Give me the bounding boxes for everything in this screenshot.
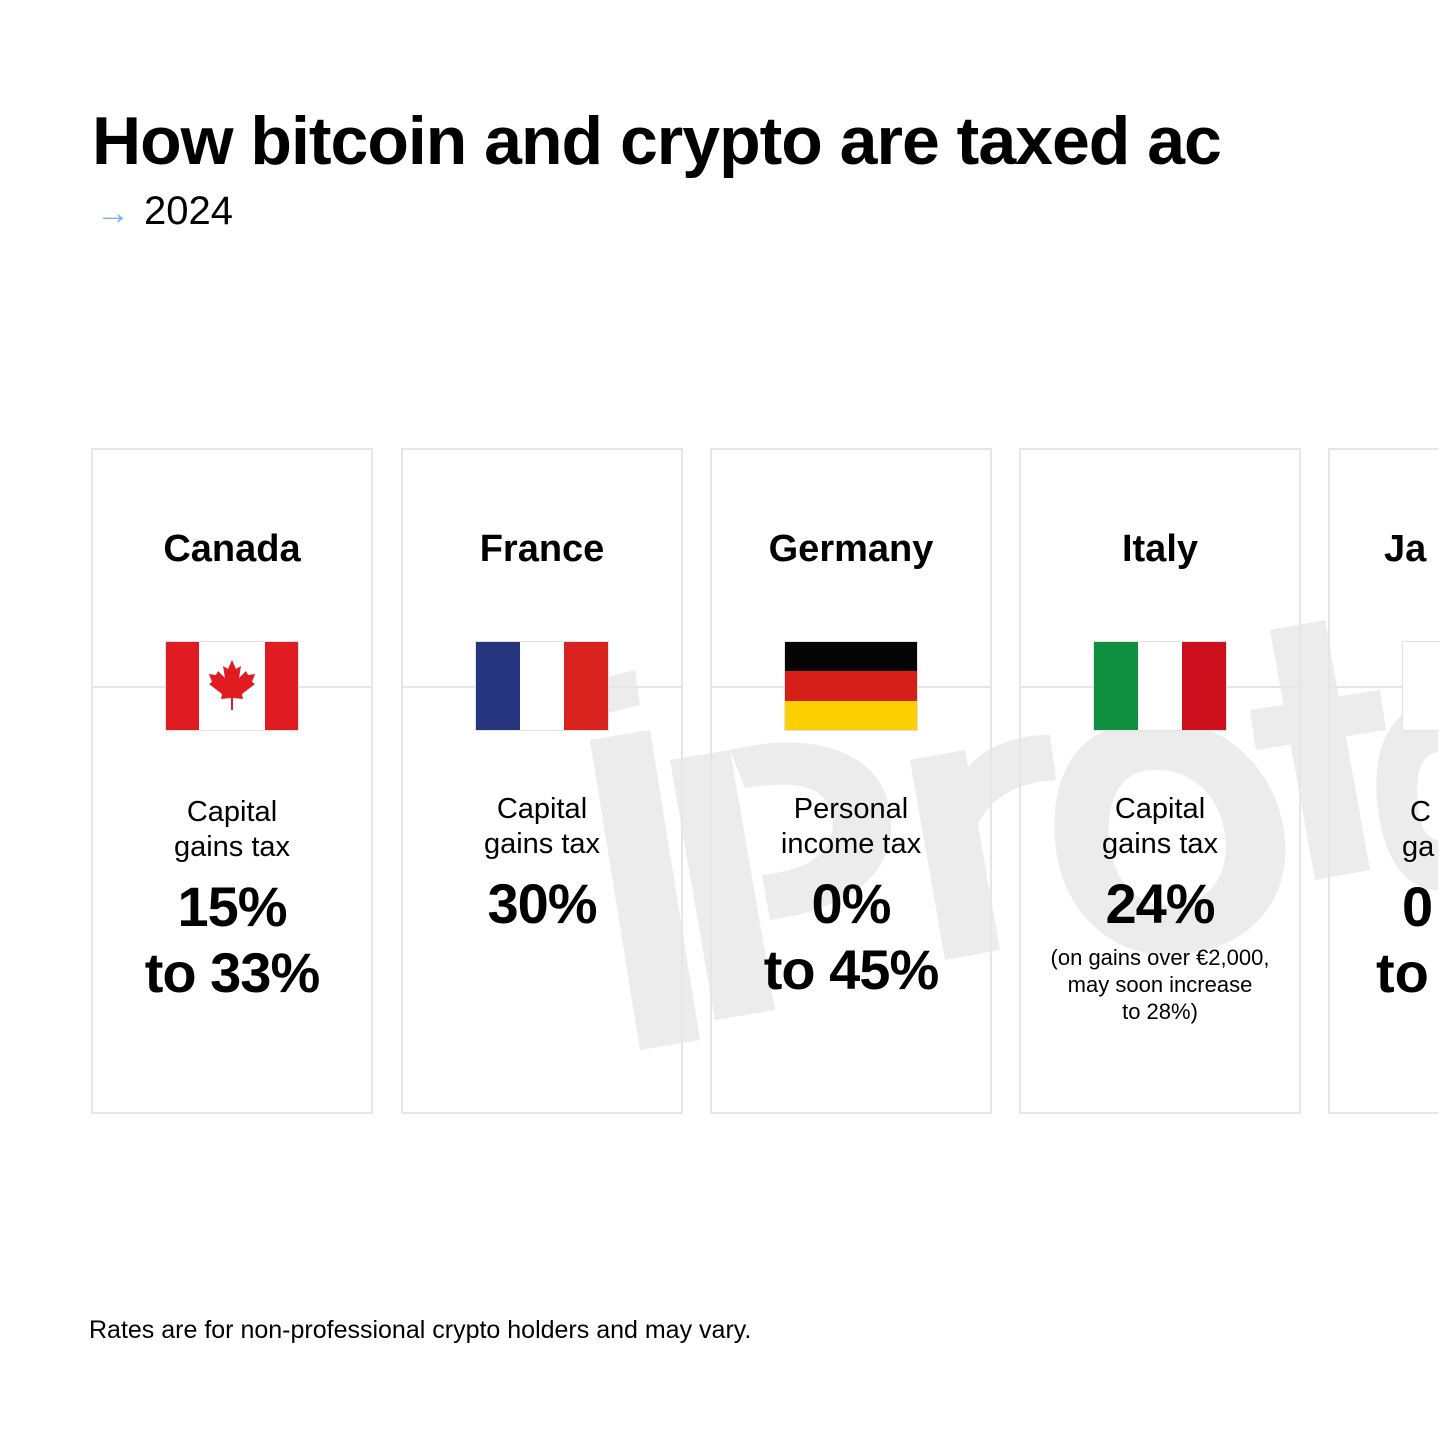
- country-name: Germany: [768, 528, 934, 570]
- country-card-canada: Canada Capital gains tax 15% to 33%: [91, 448, 373, 1114]
- rate-line: 24%: [1105, 872, 1215, 935]
- flag: [1402, 641, 1439, 731]
- year: 2024: [144, 189, 233, 233]
- country-card-partial: Ja C ga 0 to: [1328, 448, 1439, 1114]
- tax-type-line: gains tax: [173, 831, 291, 863]
- tax-type: Personal income tax: [712, 792, 990, 862]
- france-flag: [475, 641, 609, 731]
- tax-rate: 0% to 45%: [712, 871, 990, 1003]
- canada-flag: [165, 641, 299, 731]
- watermark-logo: [590, 620, 1438, 1050]
- subtitle: → 2024: [96, 186, 1438, 238]
- italy-flag: [1093, 641, 1227, 731]
- country-name: France: [479, 528, 605, 570]
- tax-type-line: gains tax: [1101, 828, 1219, 860]
- note-line: may soon increase: [1067, 972, 1253, 997]
- tax-type: Capital gains tax: [403, 792, 681, 862]
- rate-line: 15%: [177, 875, 287, 938]
- germany-flag: [784, 641, 918, 731]
- note-line: (on gains over €2,000,: [1050, 945, 1270, 970]
- tax-type-line: income tax: [780, 828, 922, 860]
- note-line: to 28%): [1122, 999, 1198, 1024]
- rate-note: (on gains over €2,000, may soon increase t…: [1021, 944, 1299, 1025]
- header: How bitcoin and crypto are taxed ac → 202…: [92, 100, 1438, 238]
- footnote: Rates are for non-professional crypto ho…: [89, 1316, 752, 1344]
- tax-rate: 15% to 33%: [93, 874, 371, 1006]
- tax-rate: 30%: [403, 871, 681, 937]
- tax-type-line: Capital: [1114, 793, 1206, 825]
- country-name: Italy: [1121, 528, 1199, 570]
- tax-type-line: ga: [1402, 831, 1435, 863]
- tax-rate: 24%: [1021, 871, 1299, 937]
- rate-line: to 33%: [144, 941, 321, 1004]
- rate-line: to 45%: [763, 938, 940, 1001]
- tax-type: Capital gains tax: [1021, 792, 1299, 862]
- tax-type-line: C: [1410, 796, 1431, 828]
- tax-type: Capital gains tax: [93, 795, 371, 865]
- country-name: Canada: [163, 528, 301, 570]
- rate-line: 0%: [811, 872, 892, 935]
- country-card-italy: Italy Capital gains tax 24% (on gains ove…: [1019, 448, 1301, 1114]
- rate-line: 0: [1402, 875, 1434, 938]
- tax-type-line: Capital: [496, 793, 588, 825]
- page-title: How bitcoin and crypto are taxed ac: [92, 103, 1222, 179]
- country-card-france: France Capital gains tax 30%: [401, 448, 683, 1114]
- tax-type-line: gains tax: [483, 828, 601, 860]
- country-card-germany: Germany Personal income tax 0% to 45%: [710, 448, 992, 1114]
- rate-line: 30%: [487, 872, 597, 935]
- arrow-right-icon: →: [96, 194, 130, 232]
- tax-type-line: Personal: [793, 793, 909, 825]
- rate-line: to: [1376, 941, 1429, 1004]
- divider: [1330, 686, 1438, 688]
- country-name: Ja: [1384, 528, 1427, 570]
- tax-type-line: Capital: [186, 796, 278, 828]
